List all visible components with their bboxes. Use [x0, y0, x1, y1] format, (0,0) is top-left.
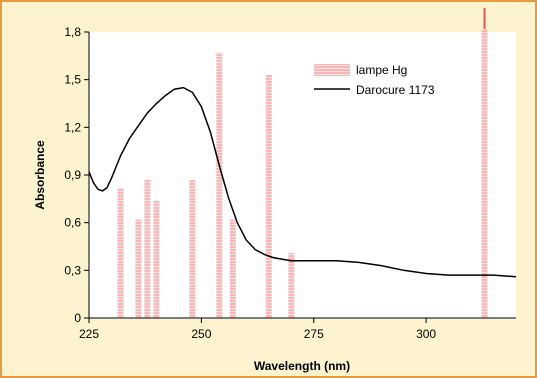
- y-axis-title: Absorbance: [33, 140, 47, 210]
- lamp-bar-257nm: [229, 219, 236, 318]
- lamp-bar-232nm: [117, 187, 124, 318]
- lamp-bar-265nm: [265, 74, 272, 319]
- plot-area: [89, 32, 516, 318]
- lamp-bar-270nm: [288, 252, 295, 318]
- line-layer: [88, 86, 517, 278]
- lamp-bar-236nm: [135, 219, 142, 318]
- ticks-layer: 0 0,3 0,6 0,9 1,2 1,5 1,8 225 250 275 300: [64, 25, 436, 341]
- x-tick-label: 250: [191, 327, 211, 341]
- legend: lampe Hg Darocure 1173: [314, 63, 435, 97]
- x-axis-title: Wavelength (nm): [254, 359, 350, 373]
- y-tick-label: 0: [74, 311, 81, 325]
- lamp-bar-313nm: [481, 28, 488, 319]
- y-tick-label: 0,3: [64, 263, 81, 277]
- lamp-bar-238nm: [144, 179, 151, 318]
- y-tick-label: 0,6: [64, 216, 81, 230]
- y-tick-label: 0,9: [64, 168, 81, 182]
- y-tick-label: 1,8: [64, 25, 81, 39]
- legend-label-darocure-1173: Darocure 1173: [356, 83, 435, 97]
- x-tick-label: 300: [416, 327, 436, 341]
- x-tick-label: 275: [304, 327, 324, 341]
- lamp-bar-248nm: [189, 179, 196, 318]
- legend-label-lampe-hg: lampe Hg: [356, 63, 407, 77]
- lamp-bar-240nm: [153, 200, 160, 318]
- x-tick-label: 225: [79, 327, 99, 341]
- lamp-bar-254nm: [216, 52, 223, 318]
- bars-layer: [117, 8, 488, 319]
- y-tick-label: 1,2: [64, 120, 81, 134]
- darocure-1173-curve: [88, 86, 517, 278]
- y-tick-label: 1,5: [64, 73, 81, 87]
- legend-swatch-lampe-hg: [314, 64, 350, 76]
